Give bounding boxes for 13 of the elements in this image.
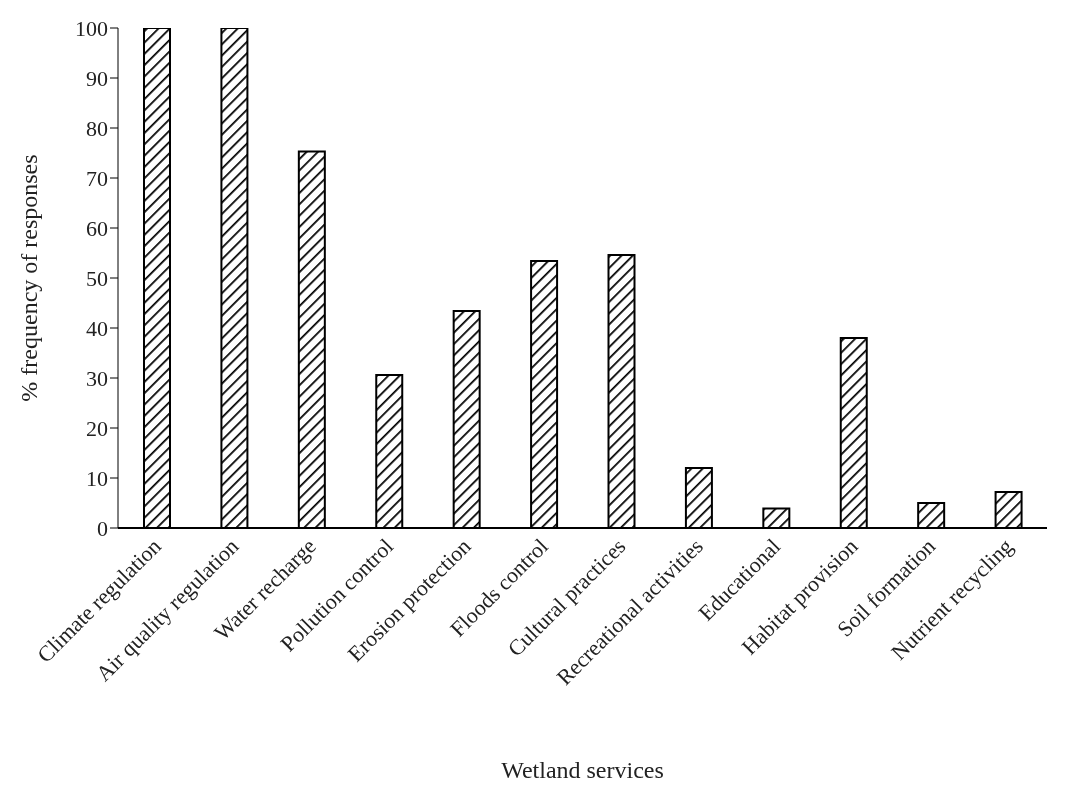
y-tick-label: 0 xyxy=(97,515,108,541)
y-axis-title: % frequency of responses xyxy=(15,154,42,402)
y-tick-label: 40 xyxy=(86,315,108,341)
y-tick-label: 80 xyxy=(86,115,108,141)
y-tick-label: 100 xyxy=(75,15,108,41)
y-tick-label: 50 xyxy=(86,265,108,291)
y-tick-label: 10 xyxy=(86,465,108,491)
y-tick-label: 60 xyxy=(86,215,108,241)
y-tick-label: 90 xyxy=(86,65,108,91)
y-tick-label: 30 xyxy=(86,365,108,391)
x-axis-title: Wetland services xyxy=(501,757,664,783)
y-tick-label: 70 xyxy=(86,165,108,191)
y-tick-label: 20 xyxy=(86,415,108,441)
